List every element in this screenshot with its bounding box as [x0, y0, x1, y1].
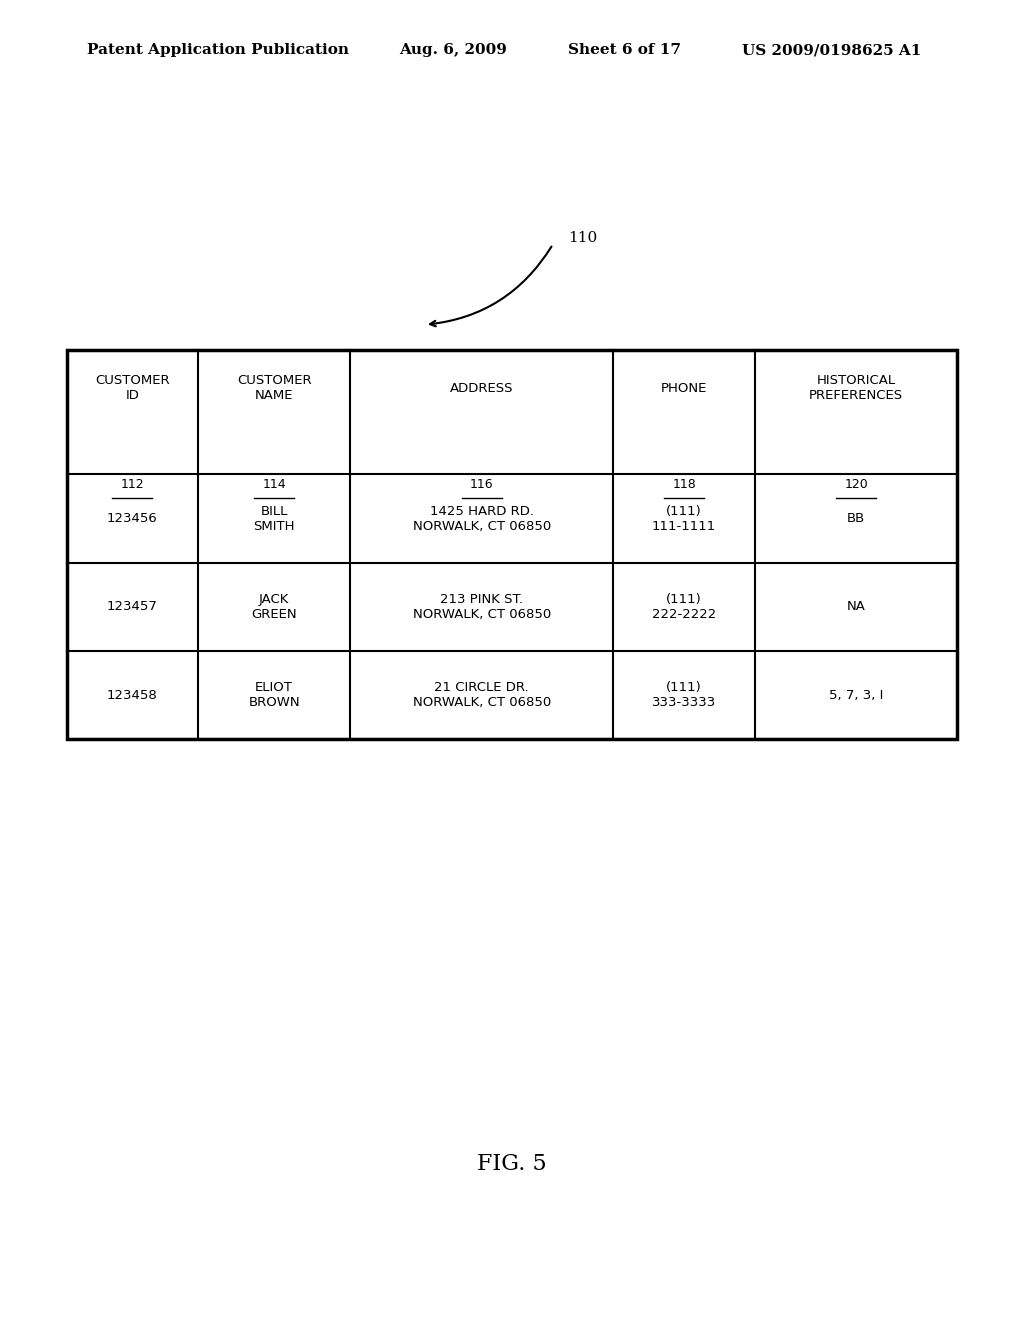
Text: 21 CIRCLE DR.
NORWALK, CT 06850: 21 CIRCLE DR. NORWALK, CT 06850 [413, 681, 551, 709]
Text: (111)
111-1111: (111) 111-1111 [652, 504, 716, 532]
Text: NA: NA [847, 601, 865, 614]
Text: CUSTOMER
NAME: CUSTOMER NAME [237, 375, 311, 403]
Bar [67, 350, 957, 739]
Text: 1425 HARD RD.
NORWALK, CT 06850: 1425 HARD RD. NORWALK, CT 06850 [413, 504, 551, 532]
Text: Patent Application Publication: Patent Application Publication [87, 44, 349, 57]
Text: 120: 120 [845, 478, 868, 491]
Text: 110: 110 [568, 231, 598, 244]
Text: BB: BB [847, 512, 865, 525]
Text: 114: 114 [262, 478, 286, 491]
Text: Sheet 6 of 17: Sheet 6 of 17 [568, 44, 681, 57]
Text: FIG. 5: FIG. 5 [477, 1154, 547, 1175]
Text: BILL
SMITH: BILL SMITH [253, 504, 295, 532]
Text: HISTORICAL
PREFERENCES: HISTORICAL PREFERENCES [809, 375, 903, 403]
Text: US 2009/0198625 A1: US 2009/0198625 A1 [742, 44, 922, 57]
Text: 123458: 123458 [106, 689, 158, 701]
Text: 213 PINK ST.
NORWALK, CT 06850: 213 PINK ST. NORWALK, CT 06850 [413, 593, 551, 620]
Text: 116: 116 [470, 478, 494, 491]
Text: PHONE: PHONE [660, 381, 708, 395]
Text: (111)
222-2222: (111) 222-2222 [652, 593, 716, 620]
Text: Aug. 6, 2009: Aug. 6, 2009 [399, 44, 507, 57]
Text: 123456: 123456 [106, 512, 158, 525]
Text: 5, 7, 3, I: 5, 7, 3, I [829, 689, 884, 701]
Text: 118: 118 [672, 478, 696, 491]
Text: 112: 112 [121, 478, 144, 491]
Text: ADDRESS: ADDRESS [450, 381, 513, 395]
Text: ELIOT
BROWN: ELIOT BROWN [248, 681, 300, 709]
Text: JACK
GREEN: JACK GREEN [251, 593, 297, 620]
Text: CUSTOMER
ID: CUSTOMER ID [95, 375, 170, 403]
Text: 123457: 123457 [106, 601, 158, 614]
Text: (111)
333-3333: (111) 333-3333 [652, 681, 716, 709]
